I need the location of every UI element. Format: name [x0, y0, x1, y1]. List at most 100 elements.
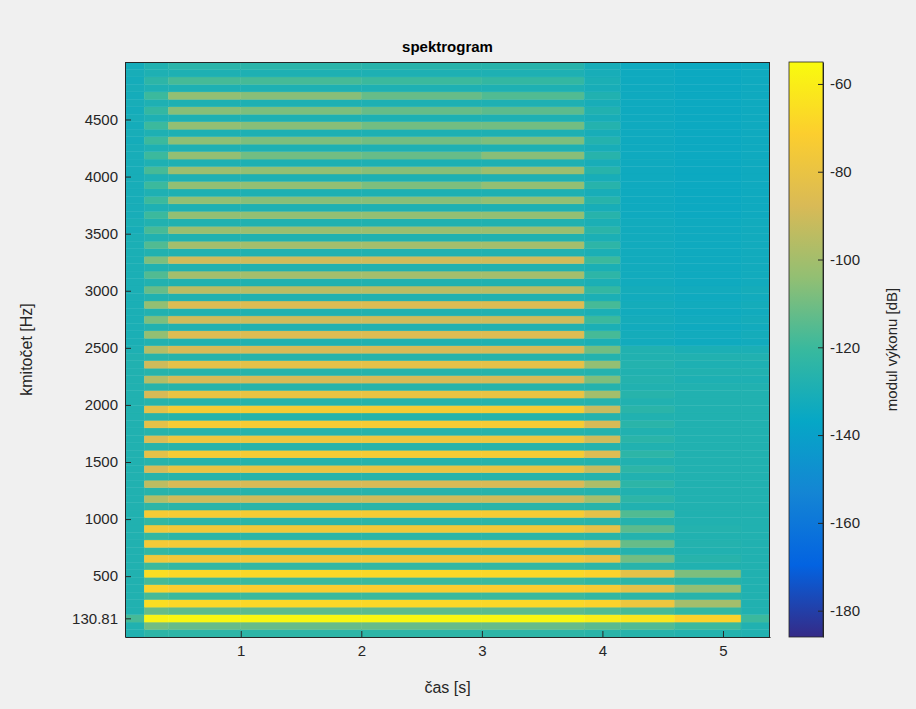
- tick: 3500: [85, 225, 131, 242]
- heatmap-cell: [361, 510, 482, 517]
- heatmap-cell: [125, 622, 144, 629]
- heatmap-cell: [125, 219, 144, 226]
- tick: 4: [599, 631, 607, 659]
- heatmap-cell: [144, 279, 168, 286]
- heatmap-cell: [361, 495, 482, 502]
- heatmap-cell: [241, 189, 362, 196]
- heatmap-cell: [741, 383, 770, 390]
- colorbar-tick: -60: [818, 75, 852, 92]
- heatmap-cell: [584, 271, 620, 278]
- heatmap-cell: [125, 435, 144, 442]
- tick-label: 500: [93, 567, 118, 584]
- heatmap-cell: [361, 562, 482, 569]
- heatmap-cell: [675, 249, 741, 256]
- tick: 2: [358, 631, 366, 659]
- heatmap-cell: [675, 301, 741, 308]
- heatmap-cell: [144, 114, 168, 121]
- tick-mark: [125, 519, 131, 520]
- heatmap-cell: [241, 323, 362, 330]
- heatmap-cell: [125, 547, 144, 554]
- tick-mark: [125, 234, 131, 235]
- heatmap-cell: [125, 600, 144, 607]
- heatmap-cell: [482, 196, 584, 203]
- heatmap-cell: [168, 555, 240, 562]
- heatmap-cell: [144, 249, 168, 256]
- heatmap-cell: [361, 585, 482, 592]
- heatmap-cell: [584, 398, 620, 405]
- heatmap-cell: [741, 129, 770, 136]
- heatmap-cell: [168, 316, 240, 323]
- heatmap-cell: [482, 226, 584, 233]
- heatmap-cell: [675, 391, 741, 398]
- heatmap-cell: [241, 286, 362, 293]
- heatmap-cell: [144, 435, 168, 442]
- heatmap-cell: [125, 450, 144, 457]
- heatmap-cell: [741, 398, 770, 405]
- colorbar-tick-label: -160: [830, 514, 860, 531]
- heatmap-cell: [482, 122, 584, 129]
- heatmap-cell: [361, 84, 482, 91]
- heatmap-cell: [144, 122, 168, 129]
- heatmap-cell: [144, 323, 168, 330]
- heatmap-cell: [144, 413, 168, 420]
- heatmap-cell: [241, 383, 362, 390]
- heatmap-cell: [675, 338, 741, 345]
- heatmap-cell: [144, 77, 168, 84]
- heatmap-cell: [741, 346, 770, 353]
- heatmap-cell: [241, 391, 362, 398]
- heatmap-cell: [741, 99, 770, 106]
- heatmap-cell: [621, 92, 675, 99]
- heatmap-cell: [675, 152, 741, 159]
- heatmap-cell: [741, 450, 770, 457]
- heatmap-cell: [675, 241, 741, 248]
- heatmap-cell: [125, 592, 144, 599]
- heatmap-cell: [482, 114, 584, 121]
- heatmap-cell: [241, 84, 362, 91]
- heatmap-cell: [241, 435, 362, 442]
- heatmap-cell: [675, 181, 741, 188]
- heatmap-cell: [741, 152, 770, 159]
- heatmap-cell: [241, 129, 362, 136]
- heatmap-cell: [482, 181, 584, 188]
- heatmap-cell: [361, 458, 482, 465]
- heatmap-cell: [675, 316, 741, 323]
- heatmap-cell: [168, 488, 240, 495]
- heatmap-cell: [621, 249, 675, 256]
- heatmap-cell: [125, 279, 144, 286]
- heatmap-cell: [482, 264, 584, 271]
- heatmap-cell: [675, 77, 741, 84]
- heatmap-cell: [125, 398, 144, 405]
- heatmap-cell: [168, 181, 240, 188]
- heatmap-cell: [482, 391, 584, 398]
- heatmap-cell: [621, 301, 675, 308]
- heatmap-cell: [621, 495, 675, 502]
- heatmap-cell: [741, 547, 770, 554]
- heatmap-cell: [241, 301, 362, 308]
- heatmap-cell: [621, 420, 675, 427]
- heatmap-cell: [741, 219, 770, 226]
- heatmap-cell: [584, 84, 620, 91]
- heatmap-cell: [675, 204, 741, 211]
- tick-mark: [125, 177, 131, 178]
- heatmap-cell: [241, 234, 362, 241]
- heatmap-cell: [361, 196, 482, 203]
- heatmap-cell: [482, 204, 584, 211]
- heatmap-cell: [621, 271, 675, 278]
- heatmap-cell: [144, 226, 168, 233]
- heatmap-cell: [584, 368, 620, 375]
- heatmap-cell: [241, 331, 362, 338]
- heatmap-cell: [168, 503, 240, 510]
- heatmap-cell: [144, 585, 168, 592]
- heatmap-cell: [675, 167, 741, 174]
- heatmap-cell: [621, 77, 675, 84]
- heatmap-cell: [741, 234, 770, 241]
- heatmap-cell: [168, 465, 240, 472]
- heatmap-cell: [675, 361, 741, 368]
- heatmap-cell: [621, 122, 675, 129]
- heatmap-cell: [144, 443, 168, 450]
- heatmap-cell: [621, 577, 675, 584]
- heatmap-cell: [361, 264, 482, 271]
- heatmap-cell: [482, 495, 584, 502]
- figure-background: [0, 0, 916, 709]
- tick-mark: [125, 618, 131, 619]
